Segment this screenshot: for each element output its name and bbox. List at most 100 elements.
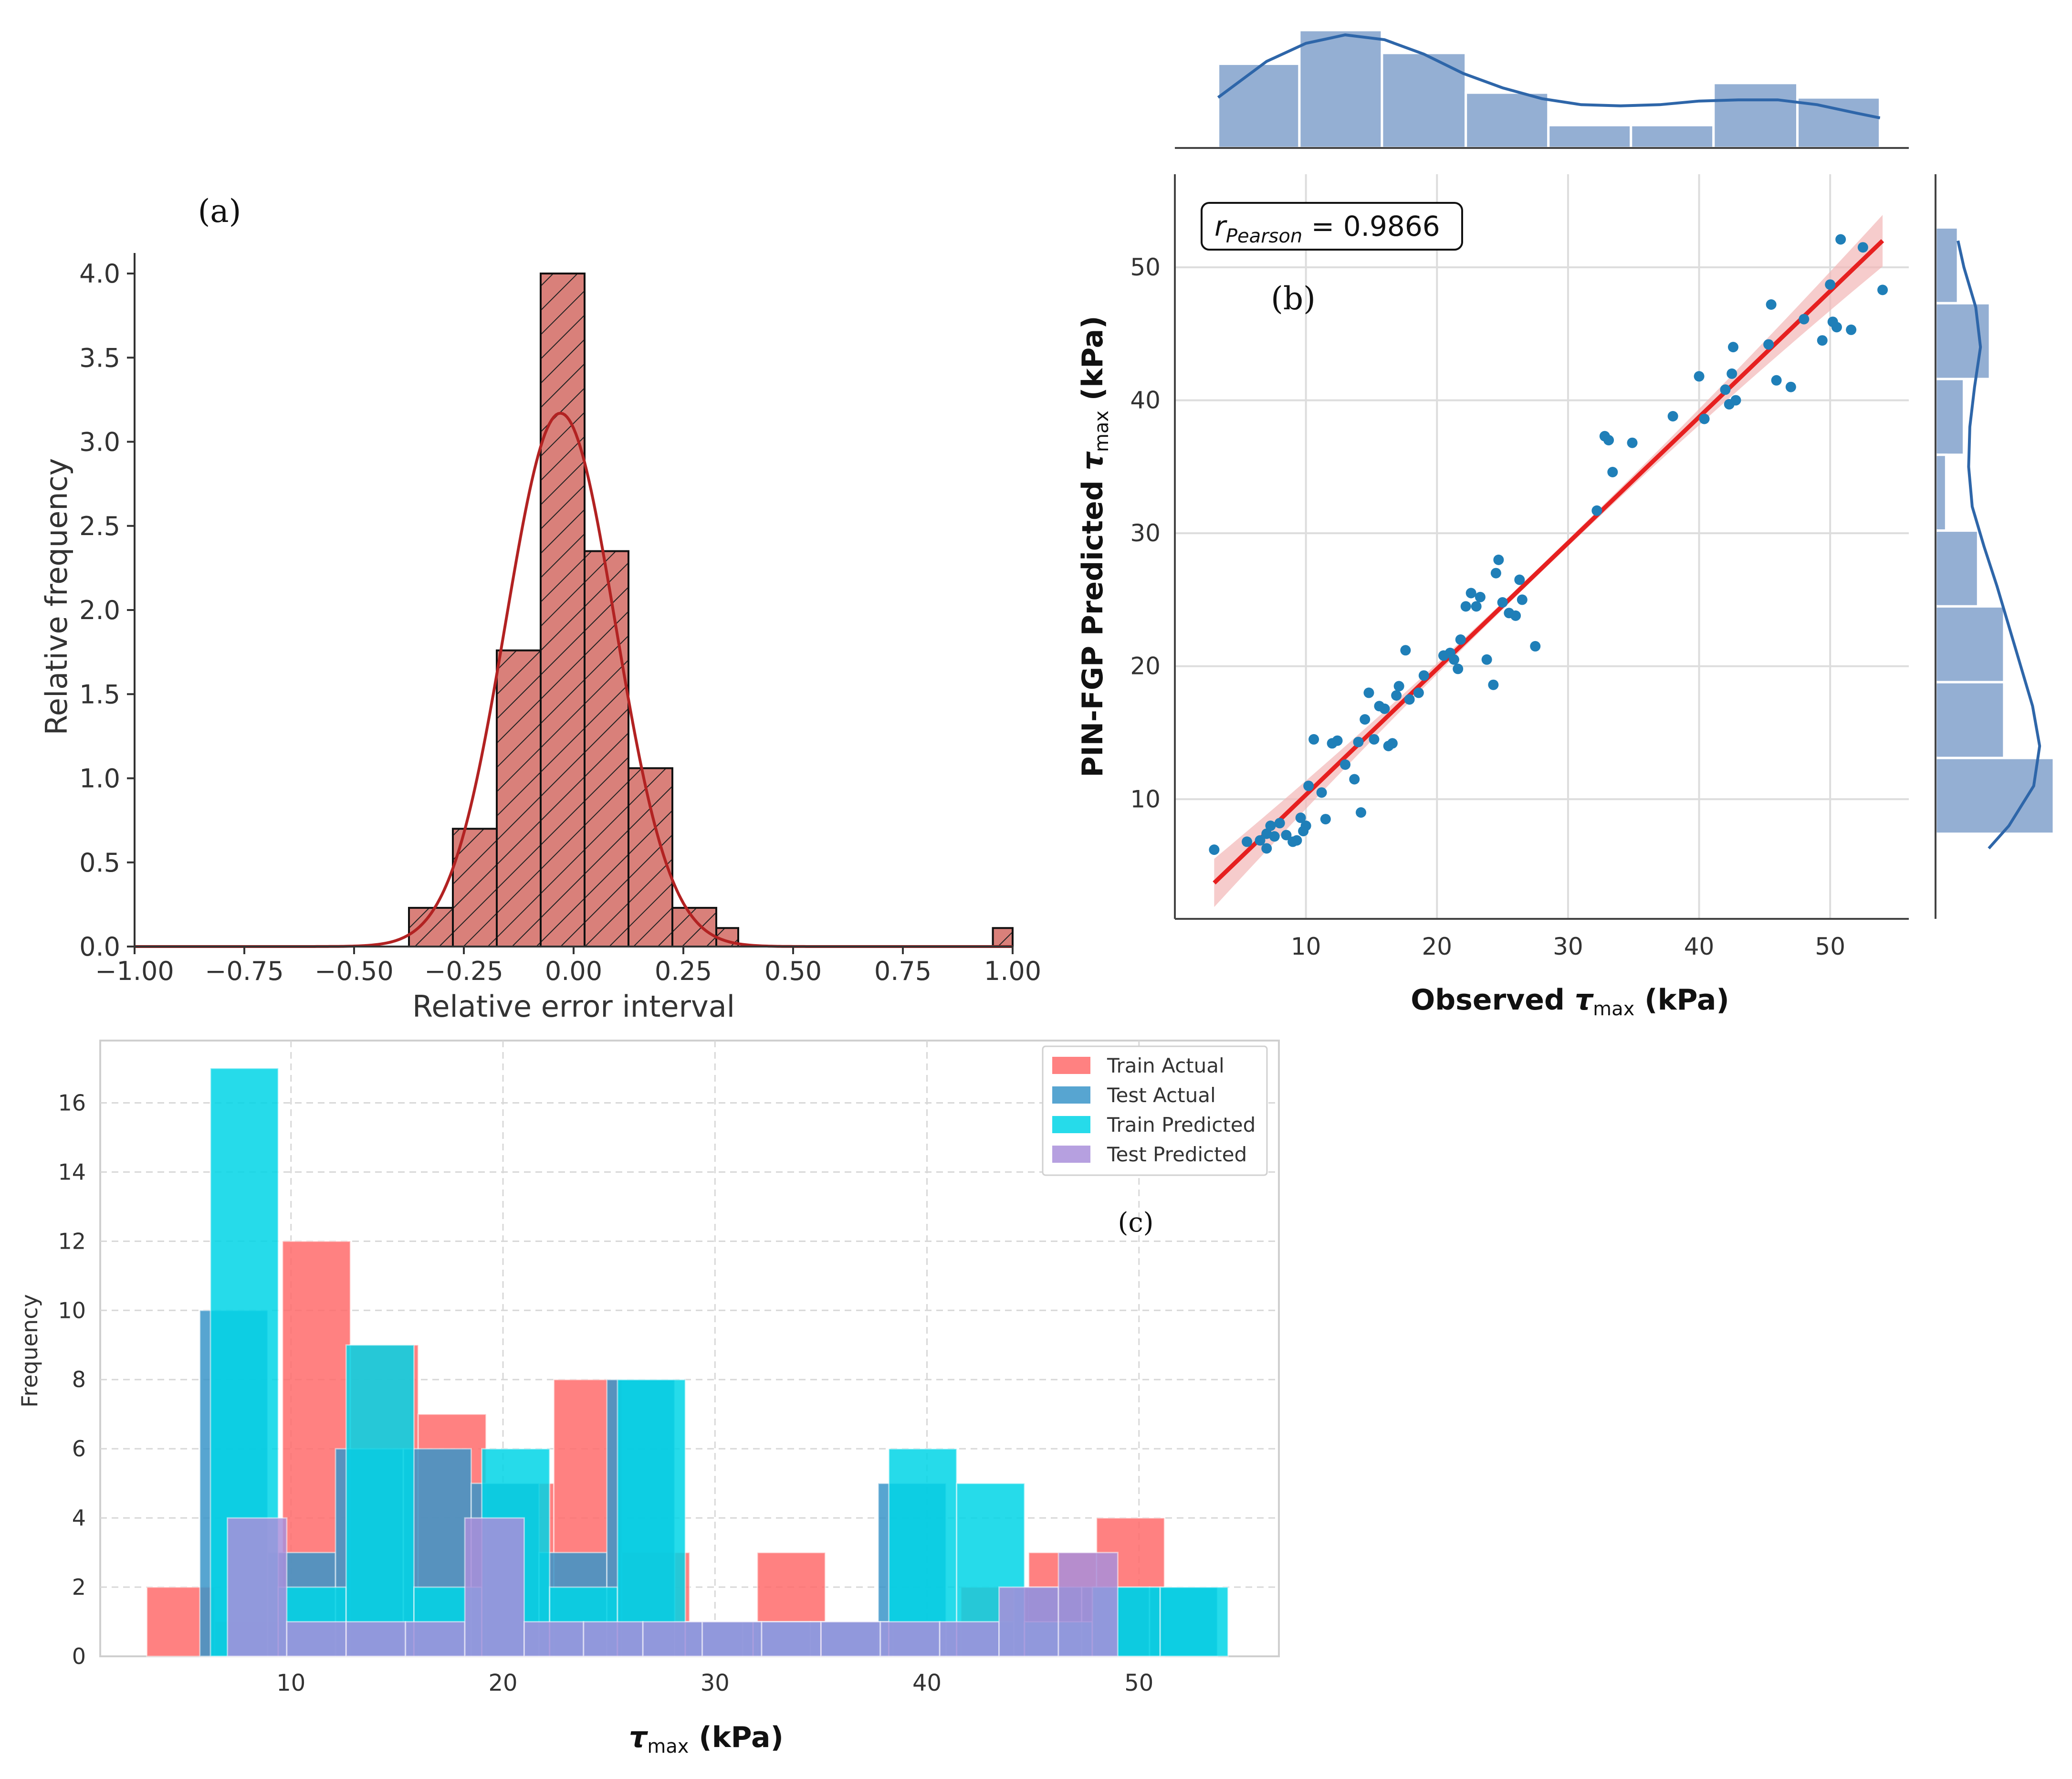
panel-c-x-label-unit: (kPa) — [689, 1721, 784, 1754]
panel-b-point — [1261, 843, 1272, 854]
panel-b-point — [1295, 812, 1306, 823]
panel-c-bar-3 — [227, 1517, 288, 1657]
panel-b-point — [1303, 780, 1314, 791]
panel-c-legend-swatch — [1052, 1057, 1090, 1074]
panel-a-x-tick-label: 1.00 — [984, 956, 1041, 986]
panel-c-bar-3 — [642, 1621, 703, 1657]
panel-a-bar — [628, 767, 673, 947]
panel-b-annotation-box — [1201, 202, 1463, 251]
panel-b-top-marginal-bar — [1298, 29, 1383, 149]
panel-c-x-tick-label: 30 — [701, 1670, 730, 1696]
panel-b-point — [1300, 821, 1311, 831]
panel-c-y-tick-label: 14 — [58, 1159, 86, 1185]
panel-b-annotation-r: r — [1214, 210, 1227, 242]
panel-c-bar-2 — [345, 1344, 415, 1657]
panel-b-point — [1369, 734, 1380, 745]
panel-b-top-marginal-bar — [1465, 91, 1550, 149]
panel-c-y-tick-label: 0 — [72, 1643, 86, 1669]
panel-b-point — [1699, 413, 1710, 424]
panel-b-point — [1453, 663, 1464, 674]
panel-c-x-tick-label: 10 — [276, 1670, 305, 1696]
panel-b-right-marginal-bar — [1934, 605, 2006, 684]
panel-b-point — [1607, 467, 1618, 477]
panel-b-point — [1763, 339, 1774, 350]
panel-c-tag: (c) — [1118, 1207, 1153, 1238]
panel-c-histograms — [146, 1067, 1229, 1657]
panel-a-bar — [540, 273, 586, 947]
panel-c-y-tick-label: 8 — [72, 1367, 86, 1392]
panel-b-point — [1517, 594, 1528, 605]
panel-b-point — [1817, 335, 1828, 346]
panel-b-point — [1846, 324, 1857, 335]
panel-b-point — [1308, 734, 1319, 745]
panel-b-top-marginal-bar — [1217, 63, 1301, 149]
panel-b-x-label-sub: max — [1593, 998, 1634, 1020]
panel-b-point — [1766, 299, 1777, 310]
panel-b-x-tick-label: 30 — [1553, 933, 1583, 960]
panel-c-x-label: τmax (kPa) — [629, 1721, 784, 1758]
panel-a-y-tick-label: 3.0 — [79, 427, 120, 457]
panel-b-x-tick-label: 40 — [1684, 933, 1715, 960]
panel-b-point — [1493, 554, 1504, 565]
panel-b-x-label-tau: τ — [1575, 983, 1594, 1017]
panel-b-point — [1835, 234, 1846, 245]
panel-b-y-tick-label: 40 — [1130, 387, 1161, 414]
panel-c-x-tick-label: 20 — [489, 1670, 518, 1696]
panel-c-legend-box — [1042, 1045, 1268, 1176]
panel-b-annotation: rPearson = 0.9866 — [1214, 210, 1440, 247]
panel-c-legend: Train Actual Test Actual Train Predicted Te… — [1042, 1045, 1268, 1176]
panel-b-right-marginal-kde — [1957, 240, 2041, 850]
panel-c-legend-items: Train Actual Test Actual Train Predicted Te… — [1052, 1054, 1256, 1166]
panel-b-point — [1391, 690, 1402, 701]
panel-a-x-tick-label: 0.50 — [764, 956, 822, 986]
panel-a-y-tick-label: 0.0 — [79, 932, 120, 962]
panel-b-top-marginal-bar — [1712, 82, 1799, 149]
panel-b-x-label: Observed τmax (kPa) — [1411, 983, 1729, 1020]
panel-b-point — [1771, 375, 1782, 386]
panel-b-right-marginal-bar — [1934, 529, 1979, 608]
panel-a-x-tick-label: −1.00 — [95, 956, 174, 986]
panel-a-x-ticks: −1.00 −0.75 −0.50 −0.25 0.00 0.25 0.50 0.75 1.00 — [95, 947, 1041, 986]
panel-b-point — [1349, 774, 1360, 785]
panel-b-right-marginal-bar — [1934, 226, 1959, 305]
panel-b-x-tick-label: 20 — [1422, 933, 1452, 960]
panel-b-point — [1490, 568, 1501, 579]
panel-c-x-ticks: 10 20 30 40 50 — [276, 1670, 1153, 1696]
panel-a-y-tick-label: 1.5 — [79, 679, 120, 709]
panel-c-y-label: Frequency — [17, 1294, 42, 1408]
panel-a-x-tick-label: −0.50 — [314, 956, 393, 986]
panel-b-point — [1332, 735, 1343, 746]
panel-c-bar-3 — [583, 1621, 644, 1657]
panel-b-right-marginal-bar — [1934, 453, 1947, 532]
panel-b-point — [1475, 591, 1486, 602]
panel-b-point — [1627, 437, 1638, 448]
panel-c-y-tick-label: 16 — [58, 1090, 86, 1116]
panel-c-bar-2 — [1159, 1586, 1229, 1657]
panel-b-point — [1360, 714, 1371, 725]
panel-b-fit-line — [1213, 239, 1884, 885]
panel-b-point — [1488, 679, 1499, 690]
panel-a-bar — [496, 649, 542, 947]
panel-b-point — [1448, 654, 1459, 665]
panel-b-point — [1481, 654, 1492, 665]
panel-a-y-tick-label: 0.5 — [79, 848, 120, 878]
panel-b-x-tick-label: 50 — [1815, 933, 1845, 960]
panel-a-y-tick-label: 3.5 — [79, 343, 120, 373]
panel-b-top-marginal-bar — [1630, 124, 1715, 149]
panel-a-x-tick-label: 0.75 — [874, 956, 931, 986]
panel-b-x-label-text: Observed — [1411, 983, 1575, 1017]
panel-b-point — [1274, 818, 1285, 829]
panel-b-y-label-unit: (kPa) — [1076, 316, 1109, 411]
panel-b-right-marginal-bar — [1934, 757, 2055, 835]
panel-b-right-marginal-bar — [1934, 302, 1991, 380]
panel-c-legend-label: Train Predicted — [1107, 1113, 1256, 1137]
panel-b-point — [1727, 368, 1737, 379]
panel-b-y-tick-label: 20 — [1130, 653, 1161, 680]
panel-c-bar-3 — [1057, 1552, 1119, 1657]
panel-b-point — [1242, 836, 1253, 847]
panel-b-point — [1460, 601, 1471, 612]
panel-b-right-marginal — [1934, 226, 2055, 835]
panel-b-point — [1320, 814, 1331, 825]
